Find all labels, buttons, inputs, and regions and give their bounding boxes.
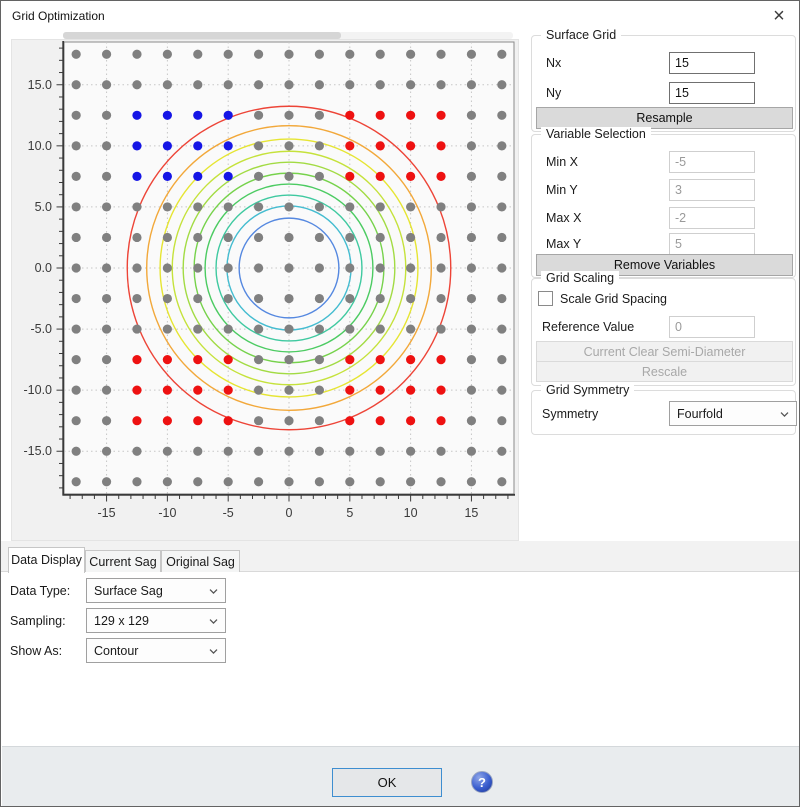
- close-icon: ×: [773, 5, 785, 27]
- max-x-label: Max X: [546, 211, 582, 225]
- ok-button[interactable]: OK: [332, 768, 442, 797]
- sampling-dropdown-value: 129 x 129: [94, 613, 149, 628]
- remove-variables-button[interactable]: Remove Variables: [536, 254, 793, 276]
- symmetry-dropdown[interactable]: Fourfold: [669, 401, 797, 426]
- grid-scaling-group-title: Grid Scaling: [541, 271, 620, 285]
- tab-original-sag[interactable]: Original Sag: [161, 550, 240, 573]
- max-x-input[interactable]: [669, 207, 755, 229]
- svg-text:-15.0: -15.0: [24, 444, 53, 458]
- data-type-dropdown[interactable]: Surface Sag: [86, 578, 226, 603]
- variable-selection-group-title: Variable Selection: [541, 127, 651, 141]
- show-as-label: Show As:: [10, 644, 63, 658]
- sampling-dropdown[interactable]: 129 x 129: [86, 608, 226, 633]
- resample-button[interactable]: Resample: [536, 107, 793, 129]
- title-bar: Grid Optimization ×: [1, 1, 799, 31]
- svg-text:10: 10: [404, 506, 418, 520]
- ny-label: Ny: [546, 86, 562, 100]
- svg-text:-10: -10: [158, 506, 176, 520]
- svg-text:-5: -5: [223, 506, 234, 520]
- chevron-down-icon: [209, 588, 218, 594]
- symmetry-label: Symmetry: [542, 407, 599, 421]
- chevron-down-icon: [780, 411, 789, 417]
- chevron-down-icon: [209, 648, 218, 654]
- show-as-dropdown[interactable]: Contour: [86, 638, 226, 663]
- chevron-down-icon: [209, 618, 218, 624]
- data-display-tab-content: Data Type: Surface Sag Sampling: 129 x 1…: [2, 572, 799, 746]
- tab-data-display[interactable]: Data Display: [8, 547, 85, 573]
- max-y-label: Max Y: [546, 237, 582, 251]
- rescale-button[interactable]: Rescale: [536, 361, 793, 382]
- symmetry-dropdown-value: Fourfold: [677, 406, 723, 421]
- ny-input[interactable]: [669, 82, 755, 104]
- svg-text:15.0: 15.0: [28, 78, 52, 92]
- reference-value-label: Reference Value: [542, 320, 635, 334]
- reference-value-input[interactable]: [669, 316, 755, 338]
- window-title: Grid Optimization: [12, 9, 105, 23]
- svg-text:-5.0: -5.0: [30, 322, 52, 336]
- scale-grid-spacing-checkbox[interactable]: [538, 291, 553, 306]
- show-as-dropdown-value: Contour: [94, 643, 139, 658]
- min-x-input[interactable]: [669, 151, 755, 173]
- plot-hscrollbar-thumb[interactable]: [63, 32, 341, 39]
- svg-text:-15: -15: [98, 506, 116, 520]
- close-button[interactable]: ×: [765, 3, 793, 29]
- svg-text:0.0: 0.0: [35, 261, 52, 275]
- min-x-label: Min X: [546, 155, 578, 169]
- current-clear-semi-diameter-button[interactable]: Current Clear Semi-Diameter: [536, 341, 793, 362]
- data-type-dropdown-value: Surface Sag: [94, 583, 163, 598]
- svg-text:10.0: 10.0: [28, 139, 52, 153]
- help-icon[interactable]: ?: [471, 771, 493, 793]
- svg-text:-10.0: -10.0: [24, 383, 53, 397]
- svg-text:15: 15: [464, 506, 478, 520]
- min-y-input[interactable]: [669, 179, 755, 201]
- min-y-label: Min Y: [546, 183, 578, 197]
- grid-symmetry-group: Grid Symmetry Symmetry Fourfold: [531, 383, 797, 435]
- nx-label: Nx: [546, 56, 562, 70]
- svg-text:0: 0: [286, 506, 293, 520]
- surface-grid-group: Surface Grid Nx Ny Resample: [531, 28, 796, 132]
- nx-input[interactable]: [669, 52, 755, 74]
- surface-grid-plot[interactable]: -15 -10 -5 0 5 10 15 15.0 10.0 5.0 0.0 -5.0 -10.0 -15…: [12, 40, 520, 542]
- svg-text:5: 5: [346, 506, 353, 520]
- variable-selection-group: Variable Selection Min X Min Y Max X Max…: [531, 127, 796, 278]
- tab-current-sag[interactable]: Current Sag: [85, 550, 161, 573]
- data-type-label: Data Type:: [10, 584, 71, 598]
- surface-grid-group-title: Surface Grid: [541, 28, 622, 42]
- svg-text:5.0: 5.0: [35, 200, 52, 214]
- footer-bar: OK ?: [2, 746, 799, 806]
- sampling-label: Sampling:: [10, 614, 66, 628]
- grid-scaling-group: Grid Scaling Scale Grid Spacing Referenc…: [531, 271, 796, 386]
- scale-grid-spacing-label: Scale Grid Spacing: [560, 292, 668, 306]
- grid-symmetry-group-title: Grid Symmetry: [541, 383, 635, 397]
- plot-panel: -15 -10 -5 0 5 10 15 15.0 10.0 5.0 0.0 -5.0 -10.0 -15…: [11, 39, 519, 541]
- max-y-input[interactable]: [669, 233, 755, 255]
